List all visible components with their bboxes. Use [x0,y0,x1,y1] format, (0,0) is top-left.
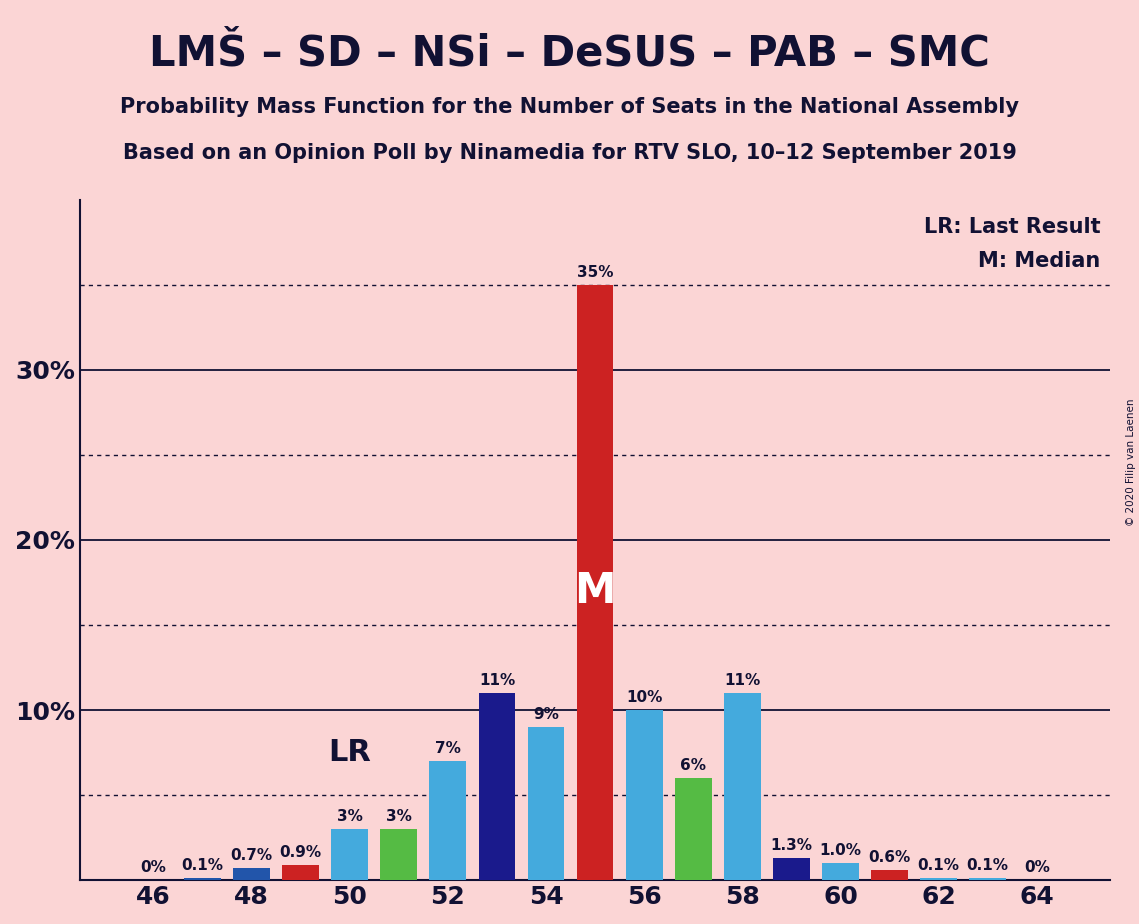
Text: 0%: 0% [140,860,166,875]
Text: 0.9%: 0.9% [279,845,321,859]
Text: Probability Mass Function for the Number of Seats in the National Assembly: Probability Mass Function for the Number… [120,97,1019,117]
Bar [282,865,319,881]
Bar [185,879,221,881]
Text: 11%: 11% [478,673,515,688]
Text: 10%: 10% [626,690,663,705]
Bar [576,285,614,881]
Text: 0.6%: 0.6% [868,850,911,865]
Text: 9%: 9% [533,707,559,722]
Text: 7%: 7% [435,741,461,756]
Text: LMŠ – SD – NSi – DeSUS – PAB – SMC: LMŠ – SD – NSi – DeSUS – PAB – SMC [149,32,990,74]
Bar [380,829,417,881]
Text: 0.1%: 0.1% [967,858,1009,873]
Text: 6%: 6% [680,758,706,773]
Text: Based on an Opinion Poll by Ninamedia for RTV SLO, 10–12 September 2019: Based on an Opinion Poll by Ninamedia fo… [123,143,1016,164]
Text: © 2020 Filip van Laenen: © 2020 Filip van Laenen [1126,398,1136,526]
Bar [920,879,957,881]
Text: 35%: 35% [576,265,613,280]
Text: LR: LR [328,738,371,767]
Bar [233,869,270,881]
Bar [429,761,466,881]
Text: LR: Last Result: LR: Last Result [924,217,1100,237]
Bar [527,727,565,881]
Bar [871,869,908,881]
Text: 3%: 3% [386,809,412,824]
Text: 1.3%: 1.3% [770,838,812,853]
Text: 1.0%: 1.0% [819,843,861,858]
Bar [822,863,859,881]
Bar [674,778,712,881]
Text: 0%: 0% [1024,860,1050,875]
Bar [478,693,515,881]
Text: 0.1%: 0.1% [181,858,223,873]
Text: M: Median: M: Median [978,250,1100,271]
Text: 0.7%: 0.7% [230,848,272,863]
Text: M: M [574,570,616,612]
Text: 11%: 11% [724,673,761,688]
Bar [773,858,810,881]
Bar [331,829,368,881]
Text: 3%: 3% [337,809,362,824]
Bar [724,693,761,881]
Bar [969,879,1006,881]
Bar [625,710,663,881]
Text: 0.1%: 0.1% [918,858,959,873]
